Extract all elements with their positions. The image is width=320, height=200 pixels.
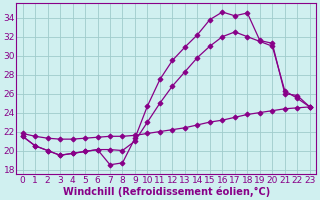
X-axis label: Windchill (Refroidissement éolien,°C): Windchill (Refroidissement éolien,°C): [62, 186, 270, 197]
